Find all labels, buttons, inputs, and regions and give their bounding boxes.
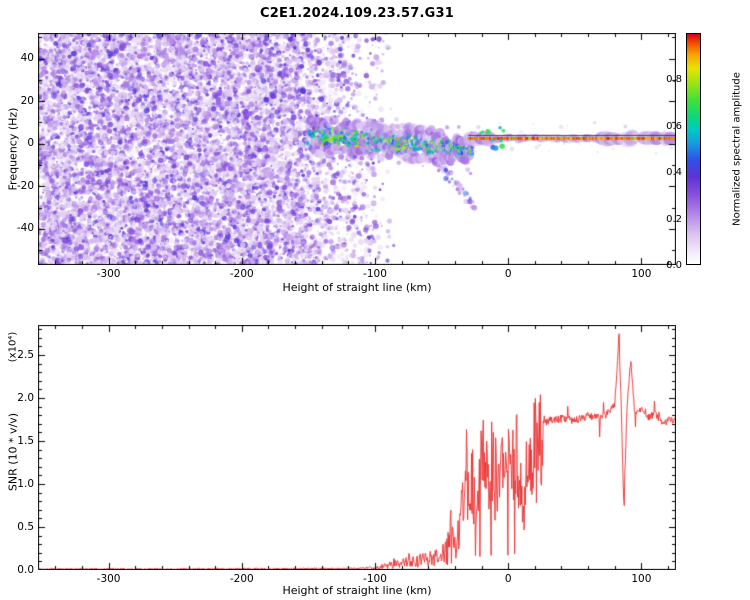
spectrogram-canvas (38, 33, 676, 265)
colorbar-tick-label: 0.4 (666, 167, 682, 179)
snr-y-tick-label: 1.5 (17, 434, 34, 447)
snr-x-tick-label: 100 (631, 573, 652, 585)
colorbar-tick-label: 0.2 (666, 213, 682, 225)
snr-y-tick-label: 0.5 (17, 520, 34, 533)
snr-y-tick-label: 2.0 (17, 391, 34, 404)
spectrogram-x-tick-label: -100 (363, 268, 387, 280)
snr-y-tick-label: 1.0 (17, 477, 34, 490)
snr-x-tick-label: -100 (363, 573, 387, 585)
spectrogram-xaxis-label: Height of straight line (km) (282, 281, 432, 294)
colorbar-tick-label: 0.8 (666, 74, 682, 86)
snr-xaxis-label: Height of straight line (km) (282, 584, 432, 597)
spectrogram-y-tick-label: 0 (27, 137, 34, 150)
spectrogram-y-tick-label: -40 (16, 222, 34, 235)
spectrogram-x-tick-label: -300 (96, 268, 121, 280)
colorbar-tick-label: 0.6 (666, 120, 682, 132)
figure-title: C2E1.2024.109.23.57.G31 (259, 6, 455, 21)
spectrogram-x-tick-label: 100 (631, 268, 652, 280)
colorbar-tick-label: 0.0 (666, 260, 682, 271)
snr-canvas (38, 325, 676, 570)
spectrogram-y-tick-label: 40 (20, 52, 34, 65)
spectrogram-x-tick-label: 0 (504, 268, 512, 280)
snr-x-tick-label: -300 (96, 573, 121, 585)
spectrogram-y-tick-label: 20 (20, 94, 34, 107)
colorbar (686, 33, 701, 265)
snr-x-tick-label: -200 (229, 573, 254, 585)
snr-x-tick-label: 0 (504, 573, 512, 585)
spectrogram-x-tick-label: -200 (229, 268, 254, 280)
snr-y-tick-label: 2.5 (17, 348, 34, 361)
spectrogram-y-tick-label: -20 (16, 179, 34, 192)
snr-y-tick-label: 0.0 (17, 563, 34, 576)
colorbar-label: Normalized spectral amplitude (731, 72, 743, 226)
